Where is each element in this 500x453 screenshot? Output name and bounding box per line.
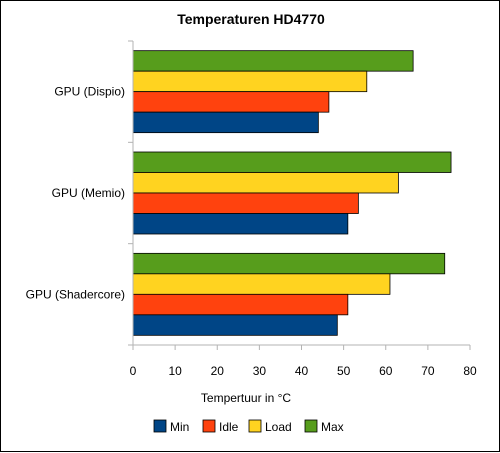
bars-layer: [132, 50, 452, 336]
x-tick-label: 40: [295, 364, 309, 378]
x-tick-label: 10: [168, 364, 182, 378]
bar-load-3: [132, 273, 391, 295]
chart-title: Temperaturen HD4770: [177, 11, 325, 27]
legend-swatch-min: [153, 419, 167, 433]
legend-label-min: Min: [170, 420, 189, 434]
legend-swatch-idle: [202, 419, 216, 433]
bar-min-2: [132, 213, 349, 235]
bar-load-2: [132, 172, 399, 194]
x-tick-label: 20: [211, 364, 225, 378]
bar-max-2: [132, 151, 452, 173]
legend-label-load: Load: [265, 420, 292, 434]
legend-swatch-load: [248, 419, 262, 433]
bar-idle-1: [132, 91, 330, 113]
x-tick-label: 30: [253, 364, 267, 378]
bar-idle-3: [132, 293, 349, 316]
category-label: GPU (Shadercore): [26, 287, 125, 301]
x-tick-label: 80: [463, 364, 477, 378]
x-axis-label: Tempertuur in °C: [201, 391, 291, 405]
bar-load-1: [132, 70, 368, 93]
x-tick-label: 70: [421, 364, 435, 378]
bar-min-1: [132, 111, 319, 134]
x-tick-label: 50: [337, 364, 351, 378]
category-label: GPU (Memio): [52, 186, 125, 200]
x-tick-label: 60: [379, 364, 393, 378]
axis-layer: GPU (Dispio) GPU (Memio) GPU (Shadercore) 0…: [26, 40, 477, 378]
legend: Min Idle Load Max: [153, 419, 344, 434]
legend-swatch-max: [304, 419, 318, 433]
bar-max-1: [132, 50, 414, 72]
legend-label-max: Max: [321, 420, 344, 434]
bar-max-3: [132, 252, 446, 275]
bar-idle-2: [132, 192, 359, 214]
bar-min-3: [132, 314, 338, 336]
legend-label-idle: Idle: [219, 420, 239, 434]
category-label: GPU (Dispio): [54, 85, 125, 99]
x-tick-label: 0: [130, 364, 137, 378]
